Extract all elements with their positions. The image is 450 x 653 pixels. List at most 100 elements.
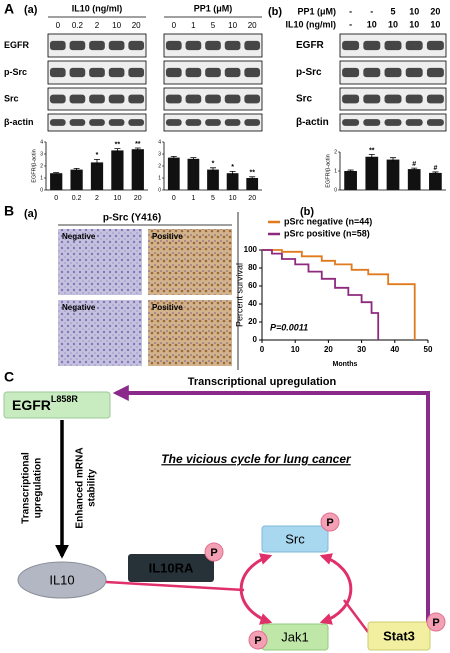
x-tick-label: 20 bbox=[134, 195, 142, 202]
y-tick-label: 4 bbox=[40, 139, 43, 145]
panel-label: C bbox=[4, 369, 14, 385]
bar bbox=[187, 158, 200, 190]
blot-band bbox=[165, 67, 182, 78]
blot-band bbox=[363, 119, 381, 126]
significance: * bbox=[96, 152, 99, 159]
blot-band bbox=[69, 67, 86, 78]
blot-header: IL10 (ng/ml) bbox=[72, 3, 123, 13]
significance: # bbox=[433, 165, 437, 172]
bar bbox=[50, 173, 63, 190]
node-label: IL10 bbox=[49, 572, 74, 587]
y-tick-label: 40 bbox=[248, 299, 257, 308]
bar bbox=[131, 149, 144, 190]
row-label: p-Src bbox=[4, 67, 27, 77]
legend-label: pSrc positive (n=58) bbox=[284, 228, 370, 238]
blot-header: PP1 (μM) bbox=[194, 3, 233, 13]
x-tick-label: 1 bbox=[191, 195, 195, 202]
blot-band bbox=[185, 119, 202, 126]
blot-band bbox=[89, 94, 105, 104]
lane-label: 0.2 bbox=[72, 21, 84, 30]
row-label: p-Src bbox=[296, 67, 322, 78]
blot-band bbox=[405, 119, 423, 126]
x-tick-label: 10 bbox=[229, 195, 237, 202]
node-il10ra bbox=[128, 554, 214, 582]
cycle-arrow bbox=[319, 553, 353, 625]
ihc-image bbox=[148, 300, 232, 366]
y-tick-label: 0 bbox=[40, 187, 43, 193]
ihc-label: Positive bbox=[152, 232, 183, 241]
phospho-label: P bbox=[254, 635, 261, 647]
error-bar bbox=[170, 156, 177, 159]
lane-label: 0 bbox=[56, 21, 61, 30]
y-tick-label: 1 bbox=[334, 168, 337, 174]
blot-band bbox=[205, 119, 221, 126]
error-bar bbox=[347, 169, 354, 172]
blot-band bbox=[69, 40, 86, 51]
blot-band bbox=[426, 119, 444, 126]
blot-band bbox=[342, 40, 360, 51]
ihc-label: Negative bbox=[62, 303, 96, 312]
arrow-label: stability bbox=[87, 469, 98, 507]
node-label: EGFR bbox=[12, 397, 51, 413]
lane-label: 20 bbox=[430, 6, 440, 16]
bar bbox=[386, 159, 400, 190]
error-bar bbox=[114, 148, 121, 153]
error-bar bbox=[134, 147, 141, 151]
y-tick-label: 60 bbox=[248, 281, 257, 290]
row-label: β-actin bbox=[4, 117, 34, 127]
bar bbox=[226, 173, 239, 190]
y-tick-label: 3 bbox=[40, 151, 43, 157]
bar bbox=[344, 171, 357, 190]
blot-band bbox=[384, 67, 402, 78]
blot-band bbox=[89, 40, 105, 51]
blot-band bbox=[165, 94, 182, 104]
cycle-arrow bbox=[239, 553, 273, 625]
arrow-label: upregulation bbox=[33, 458, 44, 519]
blot-band bbox=[224, 67, 241, 78]
x-tick-label: 10 bbox=[114, 195, 122, 202]
y-tick-label: 0 bbox=[253, 335, 258, 344]
blot-band bbox=[405, 40, 423, 51]
node-label: Src bbox=[285, 531, 305, 546]
bar bbox=[207, 169, 219, 190]
bar bbox=[246, 178, 259, 190]
legend-label: pSrc negative (n=44) bbox=[284, 216, 372, 226]
y-tick-label: 1 bbox=[158, 175, 161, 181]
blot-band bbox=[224, 119, 241, 126]
lane-label: 5 bbox=[390, 6, 395, 16]
lane-label: - bbox=[349, 6, 352, 16]
bar bbox=[365, 156, 379, 190]
arrow-label: Enhanced mRNA bbox=[75, 447, 86, 528]
lane-label: 10 bbox=[409, 19, 419, 29]
x-tick-label: 0 bbox=[172, 195, 176, 202]
ihc-image bbox=[58, 300, 142, 366]
row-label: β-actin bbox=[296, 117, 329, 128]
error-bar bbox=[432, 171, 439, 174]
error-bar bbox=[368, 154, 375, 160]
error-bar bbox=[94, 159, 100, 166]
arrow-label: Transcriptional upregulation bbox=[188, 376, 337, 388]
x-tick-label: 0 bbox=[260, 345, 265, 354]
node-egfr bbox=[3, 391, 111, 419]
y-tick-label: 100 bbox=[244, 245, 258, 254]
significance: * bbox=[212, 161, 215, 168]
survival-curve bbox=[262, 249, 416, 340]
y-tick-label: 20 bbox=[248, 317, 257, 326]
x-tick-label: 0.2 bbox=[72, 195, 82, 202]
y-axis-label: EGFR/β-actin bbox=[325, 154, 331, 187]
significance: # bbox=[412, 161, 416, 168]
blot-band bbox=[405, 94, 423, 104]
blot-band bbox=[405, 67, 423, 78]
lane-label: 10 bbox=[112, 21, 121, 30]
bar bbox=[429, 172, 442, 190]
blot-band bbox=[224, 94, 241, 104]
blot-band bbox=[49, 94, 66, 104]
blot-band bbox=[165, 119, 182, 126]
blot-band bbox=[384, 94, 402, 104]
x-tick-label: 20 bbox=[324, 345, 333, 354]
node-label: EGFRL858R bbox=[12, 394, 78, 412]
blot-band bbox=[128, 94, 145, 104]
blot-band bbox=[342, 94, 360, 104]
ihc-image bbox=[58, 229, 142, 295]
lane-label: 1 bbox=[191, 21, 196, 30]
